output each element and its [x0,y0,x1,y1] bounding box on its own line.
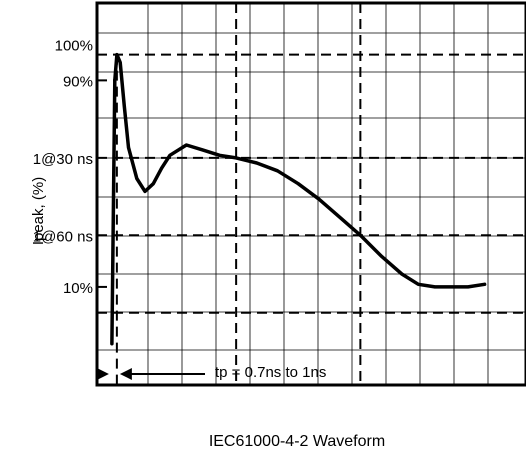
plot-frame [95,1,526,387]
y-reference-labels: 100% 90% 1@30 ns 1@60 ns 10% [33,38,93,297]
y-reference-label: 90% [63,73,93,90]
tp-arrow-right-head [119,368,132,380]
waveform-line [110,52,487,346]
chart-title: IEC61000-4-2 Waveform [209,433,385,450]
pulse-width-annotation: tp = 0.7ns to 1ns [215,364,326,381]
y-axis-label: Ipeak, (%) [30,177,47,245]
pulse-width-marker [96,368,205,380]
tp-arrow-left-head [96,368,109,380]
y-reference-label: 10% [63,280,93,297]
y-reference-label: 100% [55,38,93,55]
y-reference-label: 1@30 ns [33,151,93,168]
y-reference-label: 1@60 ns [33,228,93,245]
